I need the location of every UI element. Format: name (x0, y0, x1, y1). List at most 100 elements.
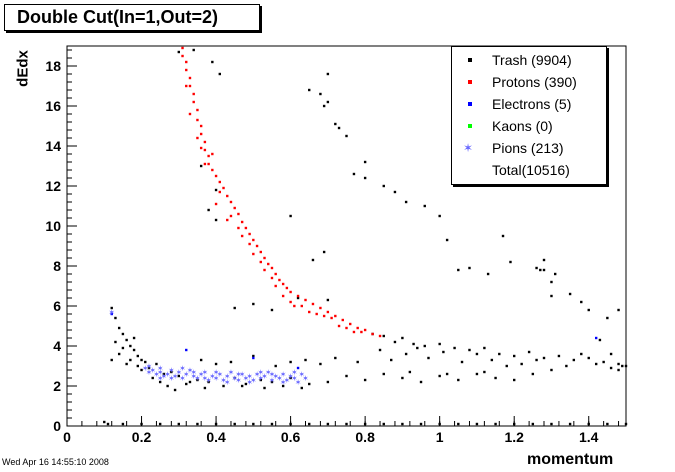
data-point (617, 308, 620, 312)
data-point (188, 84, 192, 88)
data-point (319, 362, 322, 366)
pion-point: ✶ (284, 376, 291, 385)
data-point (606, 422, 609, 426)
data-point (594, 336, 598, 340)
y-tick-label: 8 (53, 258, 61, 274)
pion-point: ✶ (269, 376, 276, 385)
data-point (308, 382, 311, 386)
data-point (609, 352, 613, 356)
data-point (423, 204, 426, 208)
data-point (468, 266, 471, 270)
legend-marker-protons (468, 80, 472, 84)
pion-point: ✶ (224, 372, 231, 381)
data-point (196, 378, 199, 382)
data-point (274, 284, 277, 288)
data-point (352, 172, 356, 176)
data-point (356, 360, 359, 364)
data-point (498, 352, 501, 356)
legend-marker-electrons (468, 102, 472, 106)
data-point (319, 92, 322, 96)
pion-point: ✶ (287, 372, 294, 381)
data-point (427, 356, 430, 360)
data-point (513, 354, 516, 358)
pion-point: ✶ (168, 366, 175, 375)
data-point (226, 194, 229, 198)
legend-label-trash: Trash (9904) (492, 52, 572, 68)
data-point (345, 134, 348, 138)
pion-point: ✶ (257, 368, 264, 377)
data-point (214, 174, 218, 178)
data-point (214, 202, 218, 206)
data-point (378, 334, 382, 338)
pion-point: ✶ (142, 364, 149, 373)
x-tick-label: 0.2 (132, 429, 152, 445)
data-point (300, 386, 303, 390)
data-point (371, 332, 374, 336)
data-point (535, 358, 538, 362)
data-point (311, 302, 315, 306)
legend-label-protons: Protons (390) (492, 74, 577, 90)
data-point (457, 422, 460, 426)
data-point (196, 118, 199, 122)
data-point (226, 218, 229, 222)
data-point (442, 350, 445, 354)
data-point (289, 376, 292, 380)
data-point (438, 342, 441, 346)
data-point (494, 376, 497, 380)
y-tick-label: 14 (45, 138, 61, 154)
data-point (334, 356, 337, 360)
data-point (267, 262, 270, 266)
data-point (185, 60, 188, 64)
data-point (475, 372, 479, 376)
y-tick-label: 10 (45, 218, 61, 234)
pion-point: ✶ (157, 364, 164, 373)
pion-point: ✶ (235, 370, 242, 379)
data-point (468, 348, 471, 352)
data-point (278, 278, 281, 282)
data-point (457, 378, 460, 382)
pion-point: ✶ (257, 374, 264, 383)
data-point (173, 388, 177, 392)
data-point (199, 146, 203, 150)
data-point (550, 368, 553, 372)
data-point (513, 422, 516, 426)
data-point (423, 344, 426, 348)
data-point (311, 258, 315, 262)
data-point (270, 266, 274, 270)
data-point (345, 374, 348, 378)
x-tick-label: 1 (436, 429, 444, 445)
legend: Trash (9904) Protons (390) Electrons (5)… (451, 46, 607, 185)
pion-point: ✶ (108, 308, 115, 317)
data-point (136, 354, 140, 358)
data-point (539, 268, 542, 272)
data-point (509, 260, 512, 264)
data-point (155, 362, 158, 366)
pion-point: ✶ (213, 374, 220, 383)
data-point (445, 372, 449, 376)
x-axis-label: momentum (527, 451, 614, 468)
data-point (263, 256, 266, 260)
legend-marker-trash (468, 58, 472, 62)
data-point (326, 380, 330, 384)
data-point (401, 336, 404, 340)
pion-point: ✶ (269, 370, 276, 379)
pion-point: ✶ (179, 364, 186, 373)
pion-point: ✶ (146, 368, 153, 377)
data-point (240, 220, 244, 224)
data-point (259, 260, 262, 264)
data-point (513, 378, 516, 382)
data-point (438, 214, 441, 218)
axis-ticks: 0 0.2 0.4 0.6 0.8 1 1.2 1.4 0 2 4 6 8 10 12 14 16 18 (45, 49, 620, 445)
data-point (117, 326, 121, 330)
data-point (237, 212, 240, 216)
data-point (319, 306, 322, 310)
data-point (147, 366, 151, 370)
data-point (110, 312, 113, 316)
data-point (378, 348, 382, 352)
data-point (557, 354, 561, 358)
data-point (490, 358, 494, 362)
data-point (233, 422, 236, 426)
data-point (568, 292, 572, 296)
data-point (252, 252, 255, 256)
data-point (598, 338, 602, 342)
